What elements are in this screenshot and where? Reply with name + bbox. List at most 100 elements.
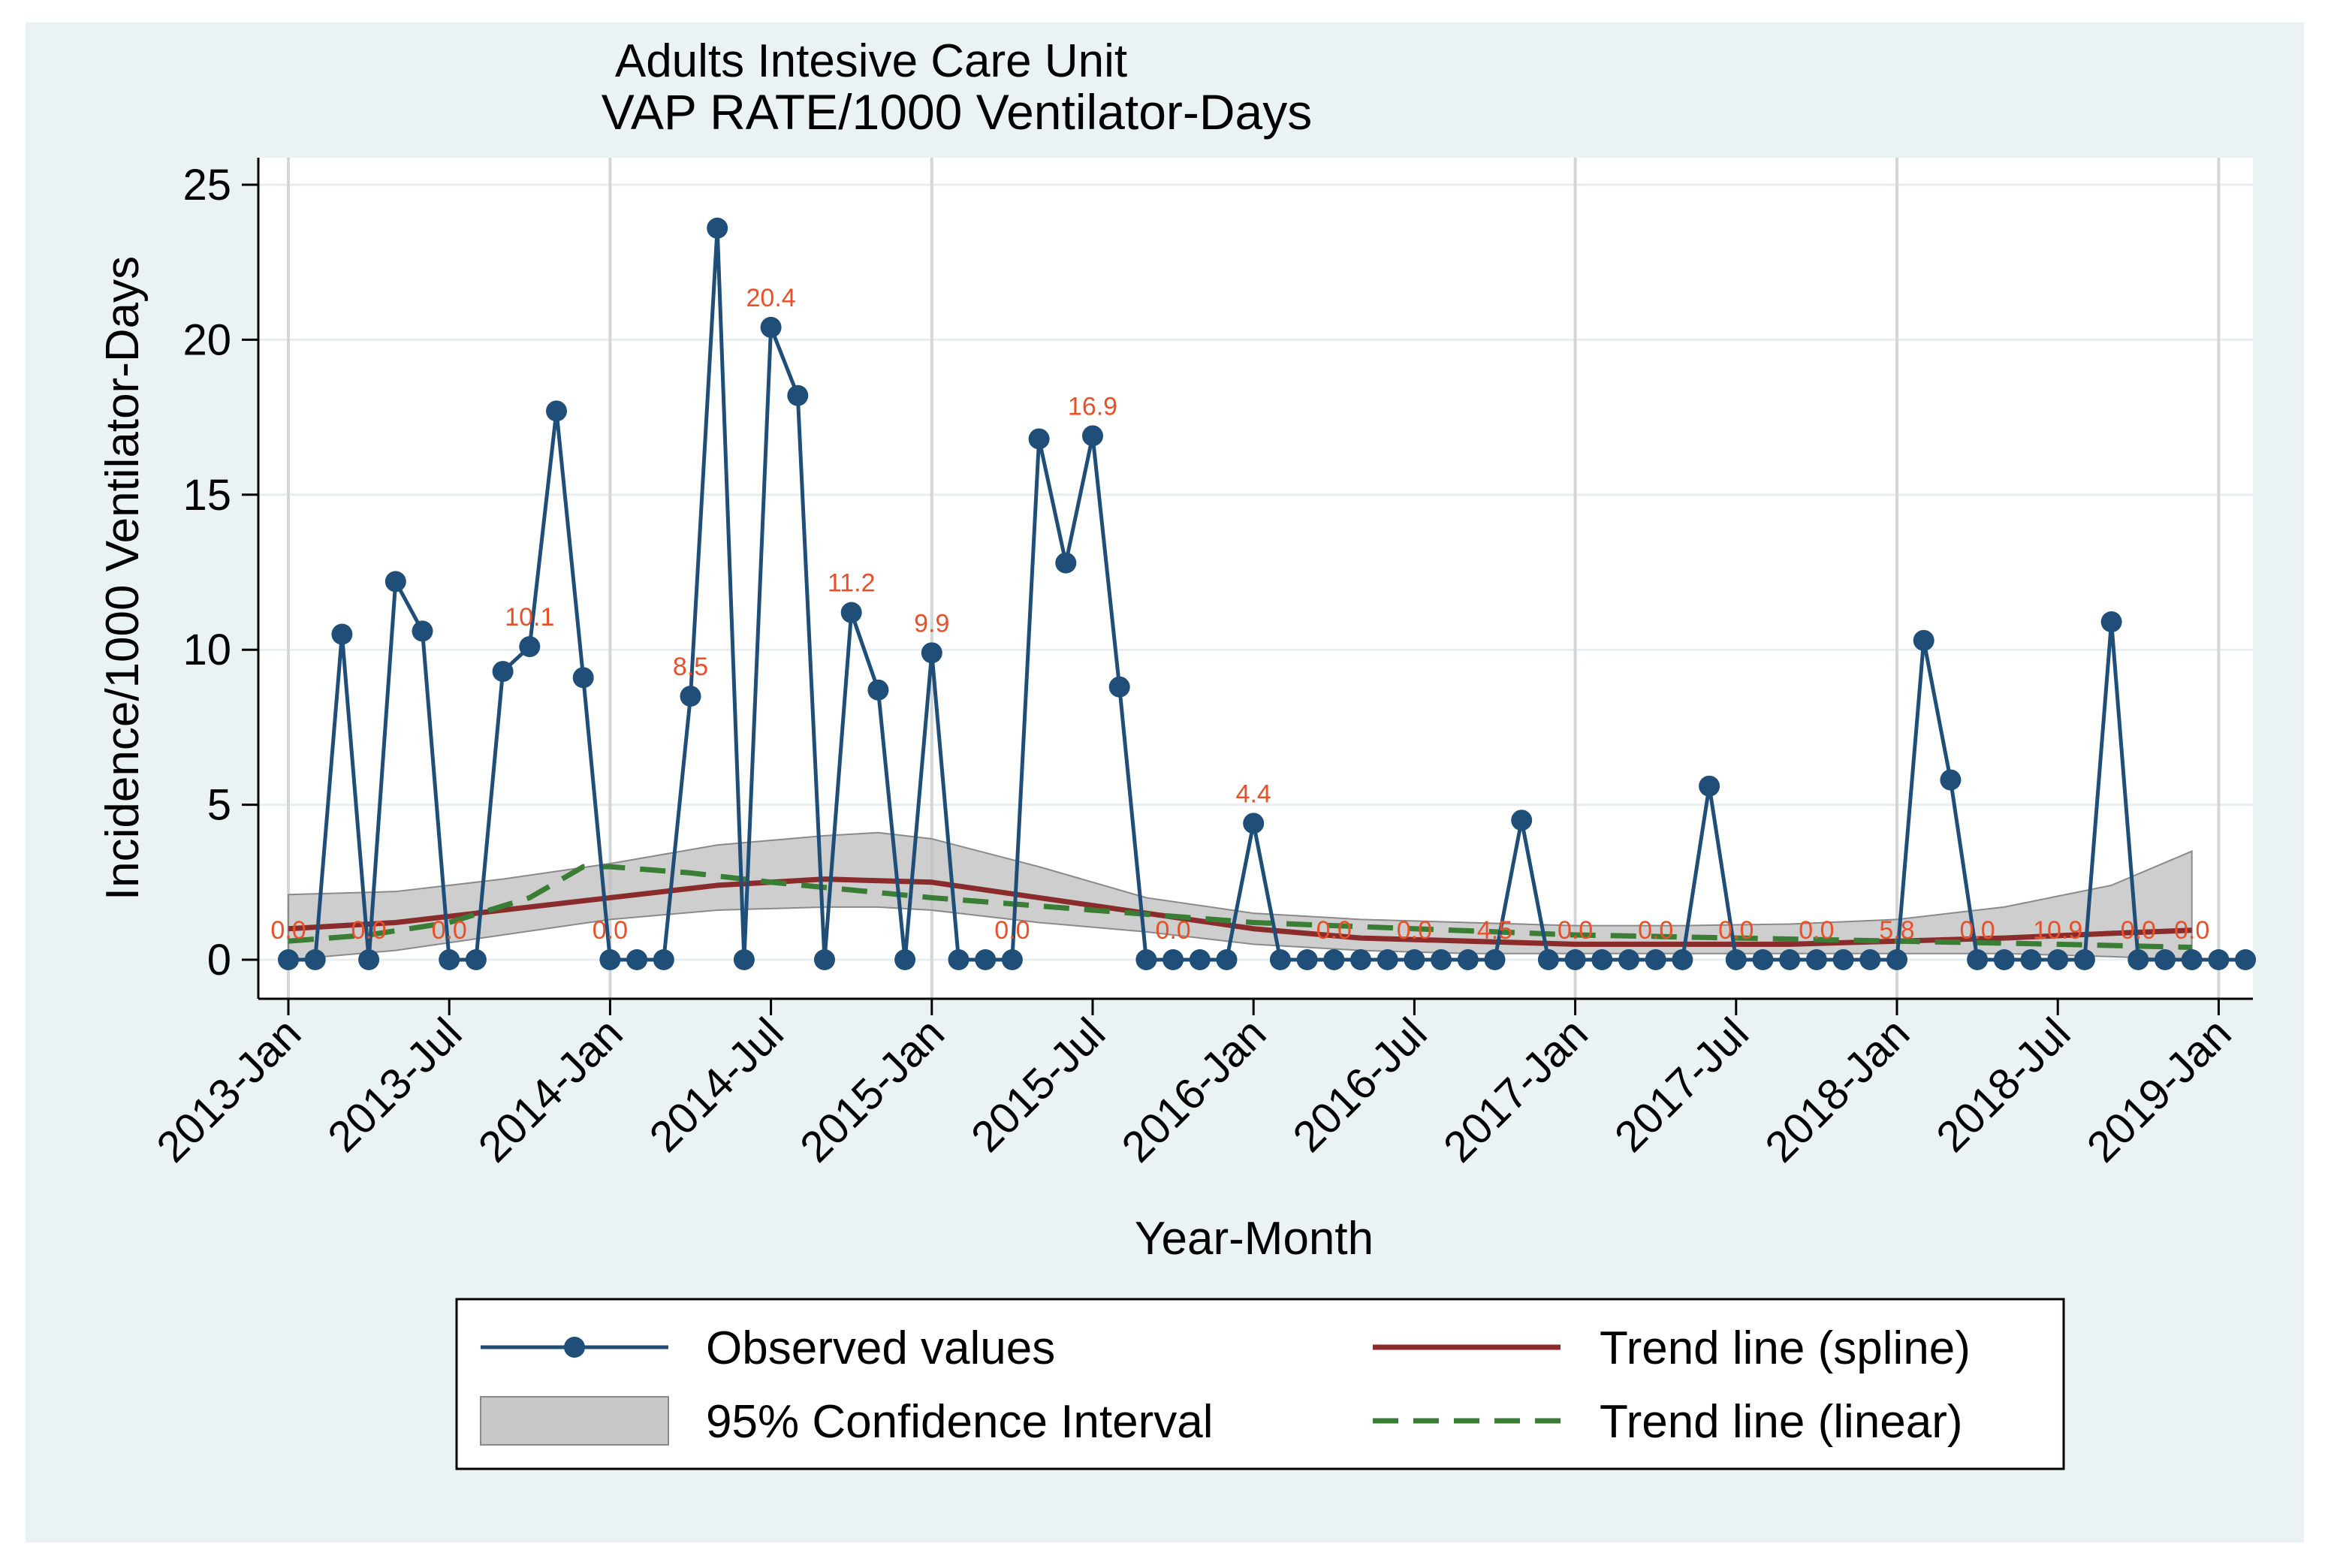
data-label: 0.0 [1155,916,1190,945]
data-label: 8.5 [673,653,708,681]
x-tick-label: 2015-Jan [791,1009,954,1171]
x-tick-label: 2014-Jan [469,1009,632,1171]
observed-point [572,667,594,689]
observed-point [1859,949,1881,970]
legend-ci-swatch [480,1396,669,1446]
data-label: 10.1 [505,603,554,632]
data-label: 0.0 [1718,916,1754,945]
x-tick-label: 2018-Jan [1756,1009,1919,1171]
data-label: 0.0 [1959,916,1995,945]
observed-point [1993,949,2015,970]
legend-ci-label: 95% Confidence Interval [706,1396,1214,1448]
y-tick-label: 25 [182,161,231,210]
chart-svg: Adults Intesive Care Unit VAP RATE/1000 … [97,35,2257,1470]
linear-trend-line [288,864,2192,950]
data-label: 9.9 [914,609,949,638]
y-tick-label: 5 [207,781,231,830]
data-label: 10.9 [2033,916,2082,945]
observed-point [2100,611,2122,633]
y-axis-title: Incidence/1000 Ventilator-Days [97,256,149,900]
data-label: 0.0 [1558,916,1593,945]
observed-point [304,949,326,970]
observed-point [1296,949,1318,970]
y-tick-label: 10 [182,626,231,674]
observed-point [2020,949,2042,970]
observed-point [1001,949,1023,970]
observed-point [1135,949,1157,970]
observed-point [894,949,916,970]
observed-point [787,384,809,406]
data-label: 0.0 [351,916,386,945]
x-tick-label: 2017-Jul [1606,1009,1758,1161]
observed-point [1243,813,1265,834]
observed-point [1511,810,1533,831]
chart-title: Adults Intesive Care Unit [615,35,1127,87]
observed-point [519,636,541,658]
observed-point [2073,949,2095,970]
legend-spline-label: Trend line (spline) [1600,1322,1971,1374]
observed-point [1591,949,1613,970]
observed-point [599,949,621,970]
plot-area [258,158,2253,999]
data-label: 0.0 [1799,916,1834,945]
observed-point [1940,769,1962,791]
x-tick-label: 2013-Jul [318,1009,471,1161]
observed-point [1404,949,1425,970]
observed-point [546,400,567,422]
observed-point [1832,949,1854,970]
observed-point [1350,949,1371,970]
observed-point [1055,552,1077,574]
observed-point [948,949,969,970]
grid-layer [258,158,2253,999]
observed-point [1913,629,1934,651]
observed-point [1457,949,1479,970]
observed-point [1082,425,1103,447]
data-label: 5.8 [1879,916,1914,945]
observed-point [278,949,299,970]
observed-point [867,679,889,701]
legend-observed-label: Observed values [706,1322,1055,1374]
x-tick-label: 2015-Jul [962,1009,1114,1161]
data-label: 0.0 [593,916,628,945]
x-tick-label: 2017-Jan [1434,1009,1597,1171]
legend-box [455,1298,2065,1470]
observed-point [1618,949,1639,970]
observed-point [331,623,353,645]
observed-point [2047,949,2069,970]
observed-point [2181,949,2203,970]
data-label: 11.2 [828,569,876,598]
y-tick-label: 20 [182,315,231,364]
data-label: 20.4 [746,284,796,312]
x-tick-label: 2018-Jul [1927,1009,2079,1161]
observed-point [1672,949,1693,970]
observed-point [680,686,701,707]
x-tick-label: 2019-Jan [2078,1009,2241,1171]
observed-point [1108,676,1130,698]
observed-point [1484,949,1506,970]
data-label: 0.0 [994,916,1030,945]
observed-point [1752,949,1774,970]
x-tick-label: 2014-Jul [641,1009,793,1161]
observed-point [1323,949,1345,970]
observed-point [1377,949,1398,970]
observed-point [1564,949,1586,970]
observed-point [1431,949,1452,970]
data-label: 0.0 [432,916,467,945]
observed-point [412,620,433,642]
legend: Observed values Trend line (spline) 95% … [455,1298,2065,1470]
observed-point [1886,949,1907,970]
observed-point [975,949,997,970]
x-tick-label: 2016-Jul [1283,1009,1436,1161]
observed-point [384,571,406,593]
observed-point [1216,949,1238,970]
observed-point [1028,428,1050,450]
observed-layer [278,217,2257,970]
observed-point [1805,949,1827,970]
observed-point [1699,775,1720,797]
observed-point [733,949,755,970]
data-label: 16.9 [1068,392,1117,421]
chart-figure: Adults Intesive Care Unit VAP RATE/1000 … [26,23,2304,1542]
chart-subtitle: VAP RATE/1000 Ventilator-Days [602,84,1312,140]
observed-point [1162,949,1184,970]
observed-point [358,949,380,970]
